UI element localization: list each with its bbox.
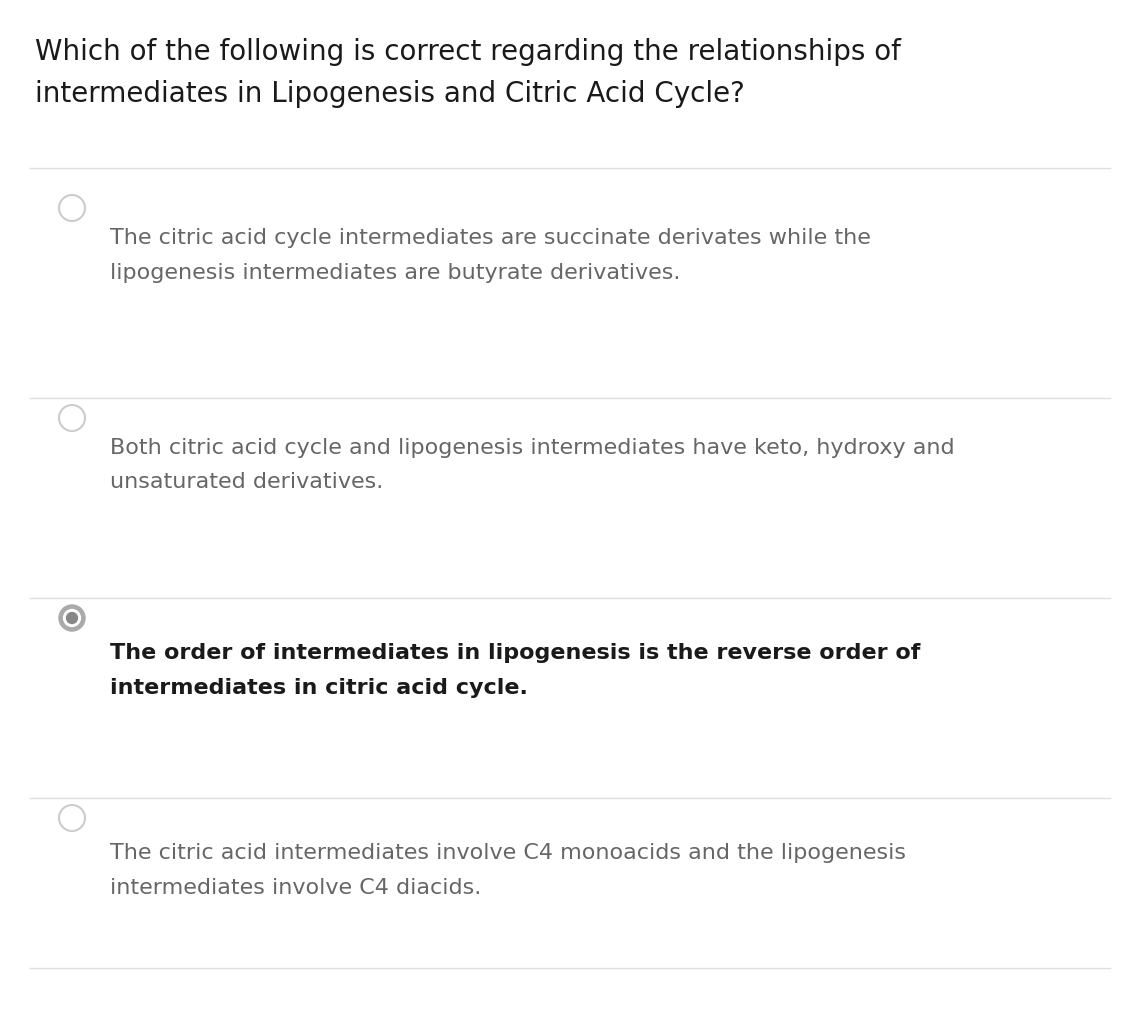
Circle shape bbox=[64, 610, 80, 626]
Circle shape bbox=[59, 605, 85, 631]
Text: The citric acid intermediates involve C4 monoacids and the lipogenesis: The citric acid intermediates involve C4… bbox=[110, 843, 906, 863]
Text: intermediates in Lipogenesis and Citric Acid Cycle?: intermediates in Lipogenesis and Citric … bbox=[35, 80, 745, 108]
Text: lipogenesis intermediates are butyrate derivatives.: lipogenesis intermediates are butyrate d… bbox=[110, 263, 681, 283]
Text: The order of intermediates in lipogenesis is the reverse order of: The order of intermediates in lipogenesi… bbox=[110, 643, 921, 663]
Text: Which of the following is correct regarding the relationships of: Which of the following is correct regard… bbox=[35, 38, 900, 66]
Text: intermediates involve C4 diacids.: intermediates involve C4 diacids. bbox=[110, 878, 482, 898]
Text: Both citric acid cycle and lipogenesis intermediates have keto, hydroxy and: Both citric acid cycle and lipogenesis i… bbox=[110, 438, 954, 458]
Text: The citric acid cycle intermediates are succinate derivates while the: The citric acid cycle intermediates are … bbox=[110, 228, 871, 248]
Text: unsaturated derivatives.: unsaturated derivatives. bbox=[110, 472, 383, 492]
Text: intermediates in citric acid cycle.: intermediates in citric acid cycle. bbox=[110, 678, 527, 698]
Circle shape bbox=[66, 613, 78, 623]
